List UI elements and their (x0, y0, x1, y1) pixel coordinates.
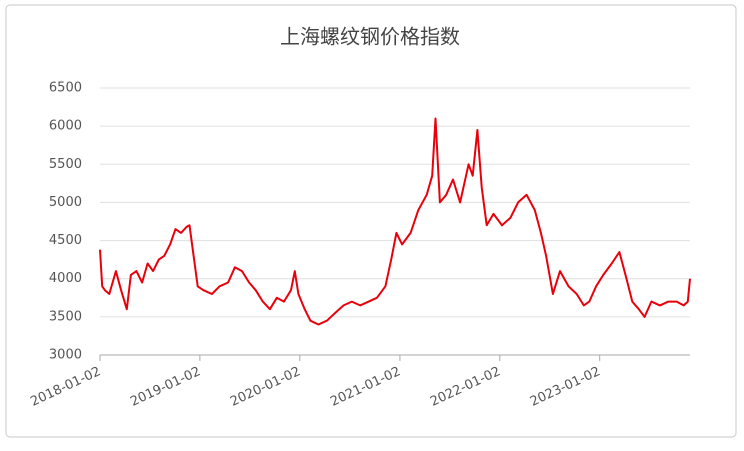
y-tick-label: 5000 (49, 195, 82, 210)
chart-frame (5, 4, 737, 438)
y-tick-label: 6000 (49, 119, 82, 134)
y-tick-label: 6500 (49, 81, 82, 96)
line (99, 117, 691, 326)
y-tick-label: 5500 (49, 157, 82, 172)
y-tick-label: 3000 (49, 348, 82, 363)
y-tick-label: 3500 (49, 309, 82, 324)
y-tick-label: 4500 (49, 233, 82, 248)
chart-title: 上海螺纹钢价格指数 (280, 25, 460, 49)
y-tick-label: 4000 (49, 271, 82, 286)
